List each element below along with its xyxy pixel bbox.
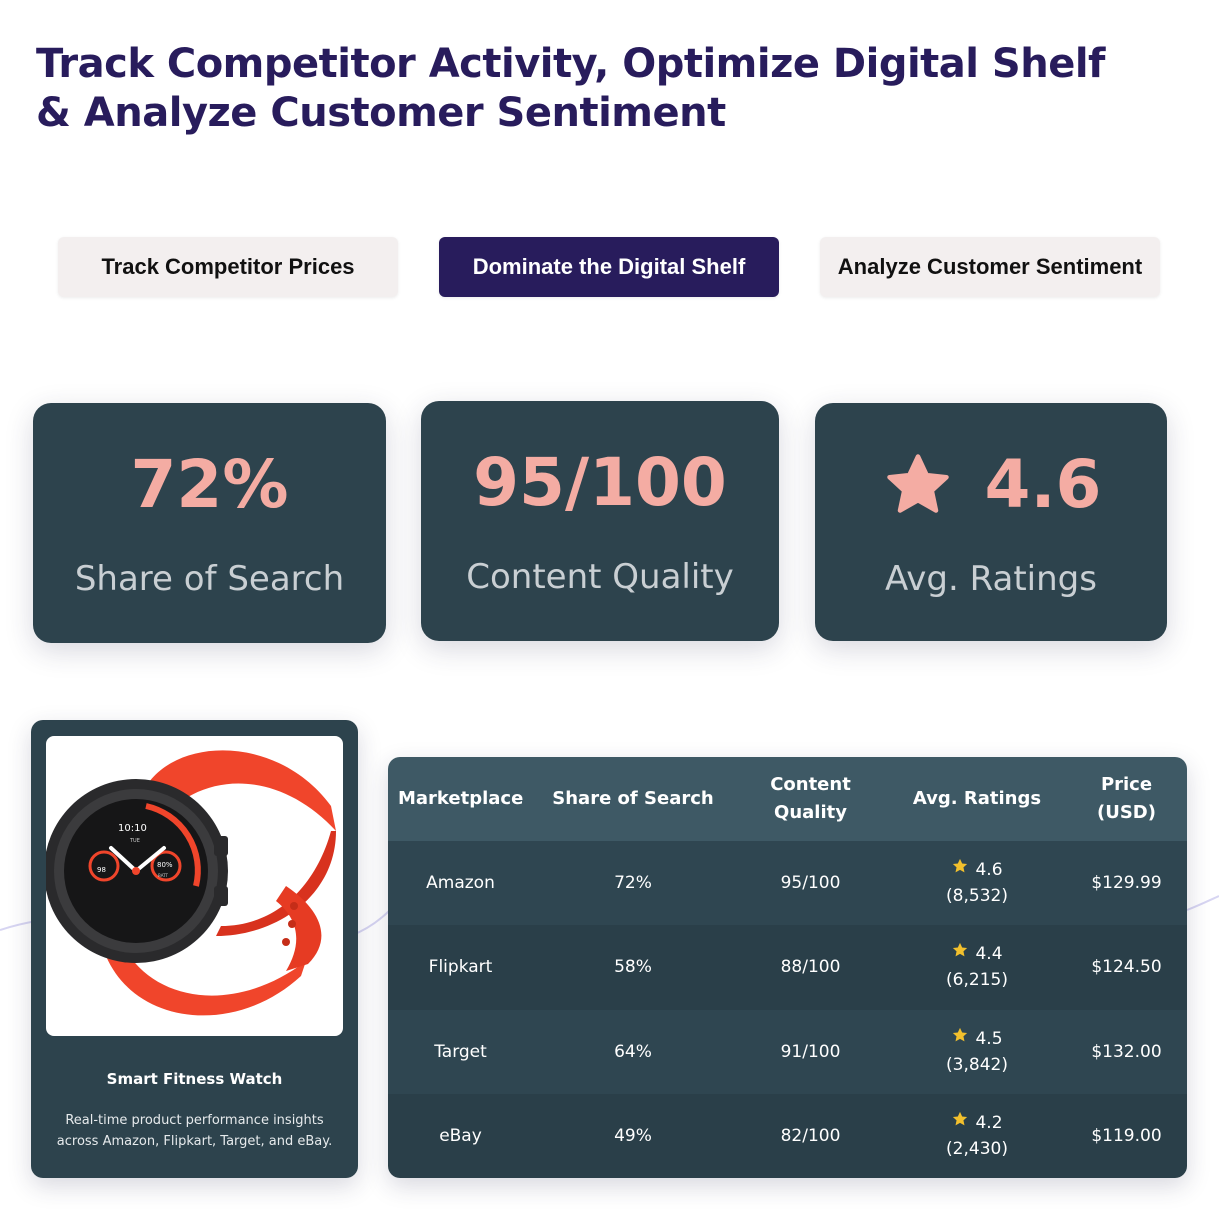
watch-heart: 98: [97, 866, 106, 874]
cell-share: 72%: [533, 841, 733, 926]
cell-marketplace: Target: [388, 1009, 533, 1094]
star-icon: [881, 449, 955, 521]
smartwatch-image: 10:10 TUE 98 80% BATT: [46, 736, 343, 1036]
watch-time: 10:10: [118, 823, 147, 834]
review-count: (3,842): [946, 1054, 1008, 1075]
tab-analyze-customer-sentiment[interactable]: Analyze Customer Sentiment: [820, 237, 1160, 297]
cell-share: 64%: [533, 1009, 733, 1094]
title-line-2: & Analyze Customer Sentiment: [36, 90, 726, 136]
stat-card-avg-ratings: 4.6 Avg. Ratings: [815, 403, 1167, 641]
stat-value-text: 4.6: [984, 446, 1102, 523]
stat-card-content-quality: 95/100 Content Quality: [421, 401, 779, 641]
column-header-marketplace: Marketplace: [388, 757, 533, 841]
stat-value: 95/100: [473, 444, 727, 521]
review-count: (8,532): [946, 886, 1008, 907]
cell-rating: 4.2 (2,430): [888, 1093, 1066, 1178]
cell-marketplace: eBay: [388, 1093, 533, 1178]
tab-dominate-digital-shelf[interactable]: Dominate the Digital Shelf: [439, 237, 779, 297]
cell-quality: 88/100: [733, 925, 888, 1010]
product-card: 10:10 TUE 98 80% BATT Smart Fitness Watc…: [31, 720, 358, 1178]
title-line-1: Track Competitor Activity, Optimize Digi…: [36, 41, 1105, 87]
star-icon: [951, 1110, 969, 1136]
column-header-price: Price (USD): [1066, 757, 1187, 841]
review-count: (2,430): [946, 1138, 1008, 1159]
star-icon: [951, 1026, 969, 1052]
watch-battery-label: BATT: [158, 873, 169, 878]
column-header-avg-ratings: Avg. Ratings: [888, 757, 1066, 841]
cell-rating: 4.4 (6,215): [888, 925, 1066, 1010]
table-row: Flipkart 58% 88/100 4.4 (6,215) $124.50: [388, 925, 1187, 1010]
stat-label: Content Quality: [466, 557, 734, 597]
table-header-row: Marketplace Share of Search Content Qual…: [388, 757, 1187, 841]
column-header-share-of-search: Share of Search: [533, 757, 733, 841]
cell-share: 58%: [533, 925, 733, 1010]
watch-day: TUE: [129, 838, 140, 844]
rating-value: 4.2: [975, 1112, 1003, 1133]
rating-value: 4.4: [975, 944, 1003, 965]
watch-battery: 80%: [157, 861, 173, 869]
star-icon: [951, 941, 969, 967]
tab-track-competitor-prices[interactable]: Track Competitor Prices: [58, 237, 398, 297]
cell-marketplace: Flipkart: [388, 925, 533, 1010]
review-count: (6,215): [946, 970, 1008, 991]
marketplace-table: Marketplace Share of Search Content Qual…: [388, 757, 1187, 1178]
cell-share: 49%: [533, 1093, 733, 1178]
cell-price: $124.50: [1066, 925, 1187, 1010]
rating-value: 4.5: [975, 1028, 1003, 1049]
stat-value-row: 4.6: [815, 443, 1167, 527]
cell-quality: 82/100: [733, 1093, 888, 1178]
rating-value: 4.6: [975, 860, 1003, 881]
cell-marketplace: Amazon: [388, 841, 533, 926]
table-row: eBay 49% 82/100 4.2 (2,430) $119.00: [388, 1093, 1187, 1178]
cell-price: $119.00: [1066, 1093, 1187, 1178]
page-title: Track Competitor Activity, Optimize Digi…: [36, 40, 1105, 138]
product-description: Real-time product performance insights a…: [56, 1113, 333, 1149]
table-row: Amazon 72% 95/100 4.6 (8,532) $129.99: [388, 841, 1187, 926]
cell-rating: 4.6 (8,532): [888, 841, 1066, 926]
star-icon: [951, 857, 969, 883]
stat-card-share-of-search: 72% Share of Search: [33, 403, 386, 643]
product-name: Smart Fitness Watch: [106, 1070, 283, 1088]
cell-price: $129.99: [1066, 841, 1187, 926]
cell-quality: 91/100: [733, 1009, 888, 1094]
cell-quality: 95/100: [733, 841, 888, 926]
stat-label: Avg. Ratings: [885, 559, 1097, 599]
cell-price: $132.00: [1066, 1009, 1187, 1094]
stat-value: 72%: [130, 446, 289, 523]
column-header-content-quality: Content Quality: [733, 757, 888, 841]
cell-rating: 4.5 (3,842): [888, 1009, 1066, 1094]
table-row: Target 64% 91/100 4.5 (3,842) $132.00: [388, 1009, 1187, 1094]
stat-label: Share of Search: [74, 559, 345, 599]
